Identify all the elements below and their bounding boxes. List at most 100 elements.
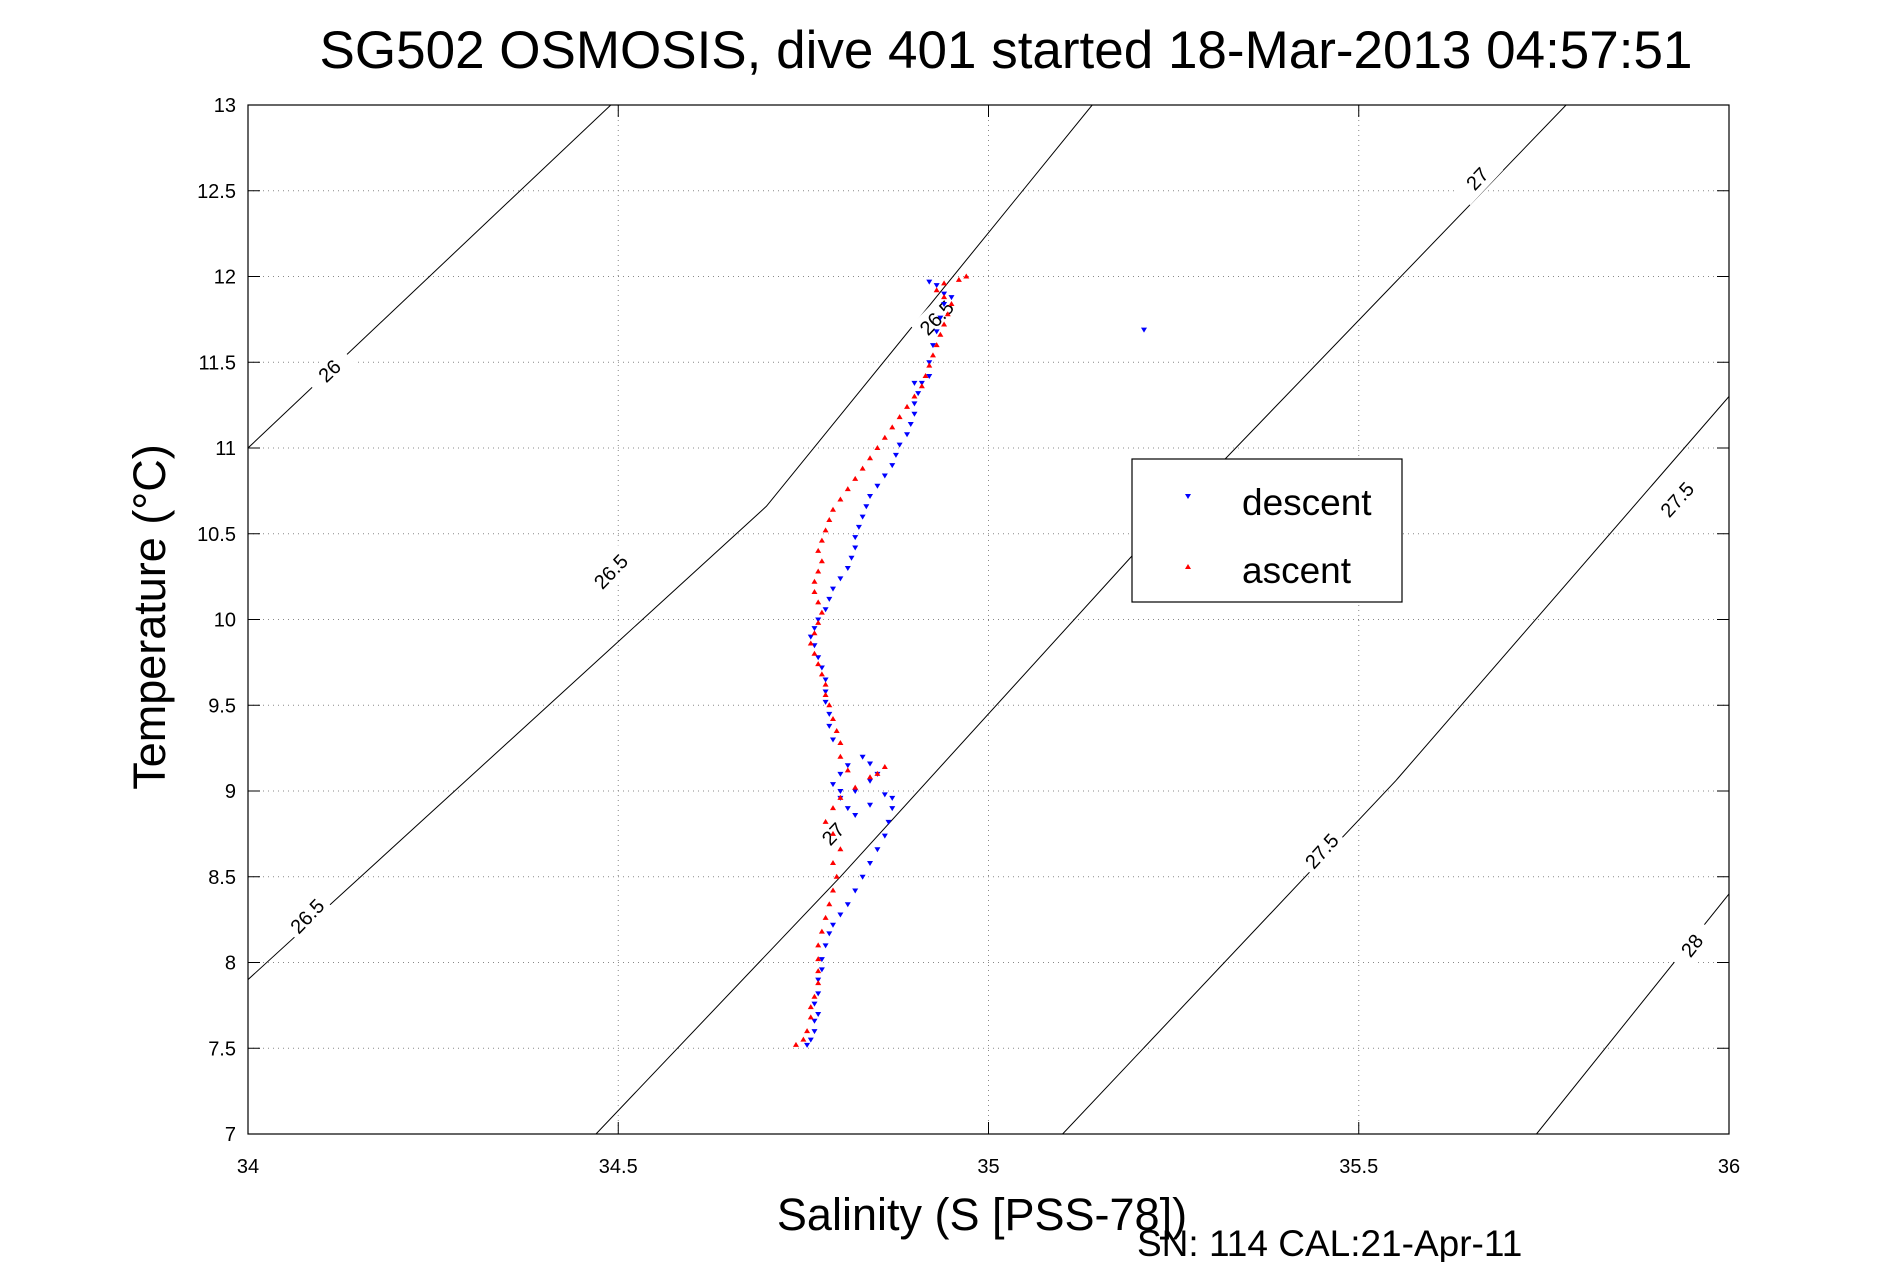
descent-point [948, 295, 955, 301]
descent-point [929, 343, 936, 349]
y-tick-label: 11.5 [199, 352, 236, 374]
ascent-point [811, 993, 818, 999]
ascent-point [815, 547, 822, 553]
descent-point [911, 401, 918, 407]
ascent-point [937, 331, 944, 337]
descent-point [907, 421, 914, 427]
ascent-point [852, 784, 859, 790]
chart-title: SG502 OSMOSIS, dive 401 started 18-Mar-2… [320, 21, 1693, 80]
ascent-point [815, 599, 822, 605]
descent-point [881, 833, 888, 839]
descent-point [926, 279, 933, 285]
descent-point [885, 819, 892, 825]
y-tick-label: 8.5 [208, 867, 236, 889]
y-tick-label: 9 [225, 781, 236, 803]
y-tick-label: 7 [225, 1124, 236, 1146]
descent-point [859, 874, 866, 880]
ascent-point [889, 424, 896, 430]
descent-point [859, 754, 866, 760]
ascent-point [955, 276, 962, 282]
ascent-point [948, 300, 955, 306]
ascent-point [800, 1036, 807, 1042]
descent-point [844, 806, 851, 812]
ascent-point [826, 702, 833, 708]
legend-box [1131, 458, 1403, 603]
ascent-point [792, 1041, 799, 1047]
density-contour-27 [595, 105, 1567, 1134]
ascent-point [929, 352, 936, 358]
descent-point [1141, 327, 1148, 333]
ascent-point [963, 273, 970, 279]
descent-point [815, 991, 822, 997]
descent-point [822, 699, 829, 705]
ascent-point [818, 671, 825, 677]
descent-point [867, 761, 874, 767]
descent-point [811, 1029, 818, 1035]
ascent-point [941, 280, 948, 286]
descent-point [889, 795, 896, 801]
ascent-point [867, 455, 874, 461]
ascent-point [926, 362, 933, 368]
density-contour-27.5 [1062, 396, 1729, 1134]
ascent-point [833, 727, 840, 733]
descent-point [807, 634, 814, 640]
y-tick-label: 10 [214, 610, 236, 632]
ascent-point [811, 630, 818, 636]
descent-point [933, 329, 940, 335]
grid [248, 105, 1729, 1134]
ascent-point [826, 901, 833, 907]
ascent-point [933, 287, 940, 293]
descent-point [822, 943, 829, 949]
descent-point [807, 1037, 814, 1043]
descent-point [852, 789, 859, 794]
y-tick-label: 11 [215, 438, 236, 460]
ascent-point [829, 805, 836, 811]
y-tick-label: 12.5 [197, 181, 236, 203]
descent-point [874, 483, 881, 489]
ascent-point [837, 753, 844, 759]
y-tick-label: 13 [214, 95, 236, 117]
y-tick-label: 9.5 [208, 695, 236, 717]
descent-point [941, 301, 948, 307]
ascent-point [822, 681, 829, 687]
descent-point [829, 922, 836, 928]
descent-point [848, 555, 855, 561]
descent-point [811, 1001, 818, 1007]
descent-point [911, 411, 918, 417]
descent-point [829, 737, 836, 743]
ascent-point [829, 506, 836, 512]
descent-point [837, 912, 844, 918]
descent-point [881, 792, 888, 798]
series-ascent [792, 273, 970, 1047]
descent-point [867, 778, 874, 784]
ascent-point [837, 496, 844, 502]
descent-point [933, 283, 940, 289]
legend: descent ascent [1131, 458, 1403, 603]
ascent-point [818, 558, 825, 564]
ascent-point [818, 609, 825, 615]
ascent-point [837, 794, 844, 800]
descent-point [911, 380, 918, 386]
descent-point [904, 432, 911, 438]
descent-point [837, 576, 844, 582]
ascent-point [815, 956, 822, 962]
ascent-point [881, 434, 888, 440]
ascent-point [815, 619, 822, 625]
ascent-point [807, 640, 814, 646]
ascent-point [826, 517, 833, 523]
data-series [792, 273, 1148, 1048]
ascent-point [829, 715, 836, 721]
y-tick-label: 7.5 [208, 1038, 236, 1060]
descent-point [867, 802, 874, 808]
ascent-point [822, 691, 829, 697]
y-tick-label: 8 [225, 953, 236, 975]
x-axis-label: Salinity (S [PSS-78]) [777, 1189, 1187, 1240]
contour-label-background [584, 545, 637, 598]
ascent-point [833, 873, 840, 879]
x-tick-label: 35.5 [1339, 1156, 1378, 1178]
ascent-point [822, 818, 829, 824]
contour-label-background [1666, 918, 1718, 973]
density-contour-26 [248, 105, 612, 449]
descent-point [852, 535, 859, 541]
y-tick-label: 12 [214, 267, 236, 289]
